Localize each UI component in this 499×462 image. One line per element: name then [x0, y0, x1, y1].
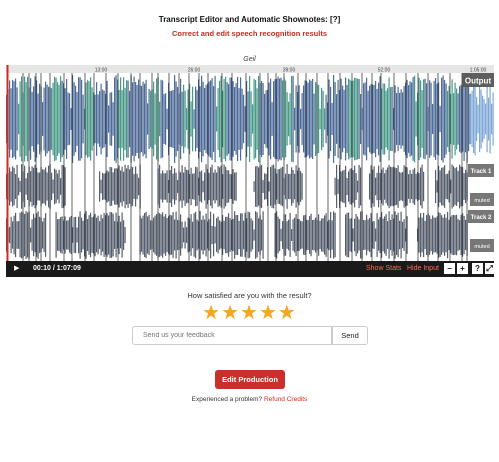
- timeline-tick: 52:00: [378, 68, 391, 74]
- fullscreen-icon[interactable]: ⤢: [485, 263, 494, 274]
- track-2[interactable]: [6, 210, 494, 261]
- track-1-muted-badge[interactable]: muted: [470, 193, 494, 206]
- output-label: Output: [462, 73, 494, 87]
- timeline-tick: 1:05:00: [470, 68, 487, 74]
- page-title: Transcript Editor and Automatic Shownote…: [158, 15, 341, 24]
- star-rating[interactable]: ★★★★★: [202, 302, 297, 324]
- output-track[interactable]: [6, 73, 494, 163]
- zoom-out-icon[interactable]: −: [444, 263, 455, 274]
- cut-markers[interactable]: [22, 73, 468, 261]
- problem-notice: Experienced a problem? Refund Credits: [0, 396, 499, 403]
- track-1-label-text: Track 1: [471, 169, 492, 175]
- player-controls: ▶ 00:10 / 1:07:09 Show Stats Hide Input …: [6, 261, 494, 277]
- edit-production-button[interactable]: Edit Production: [215, 370, 285, 389]
- page-subtitle: Correct and edit speech recognition resu…: [171, 29, 328, 38]
- show-stats-link[interactable]: Show Stats: [366, 265, 402, 272]
- track-2-label: Track 2: [468, 210, 494, 223]
- hide-input-link[interactable]: Hide Input: [407, 265, 439, 272]
- timeline-ruler[interactable]: [6, 65, 494, 73]
- track-2-label-text: Track 2: [471, 215, 492, 221]
- track-1[interactable]: [6, 163, 494, 210]
- send-button[interactable]: Send: [332, 326, 368, 345]
- track-1-muted-text: muted: [474, 198, 489, 204]
- zoom-in-icon[interactable]: +: [457, 263, 468, 274]
- audio-editor[interactable]: 13:00 26:00 39:00 52:00 1:05:00 Output: [6, 65, 494, 277]
- rating-question: How satisfied are you with the result?: [187, 291, 312, 300]
- output-label-text: Output: [465, 77, 492, 86]
- timeline-tick: 13:00: [95, 68, 108, 74]
- track-2-muted-text: muted: [474, 244, 489, 250]
- time-display: 00:10 / 1:07:09: [33, 265, 81, 272]
- refund-credits-link[interactable]: Refund Credits: [263, 396, 308, 403]
- waveform-canvas[interactable]: 13:00 26:00 39:00 52:00 1:05:00 Output: [6, 65, 494, 261]
- play-icon[interactable]: ▶: [14, 265, 20, 272]
- track-1-label: Track 1: [468, 164, 494, 177]
- feedback-input[interactable]: [132, 326, 332, 345]
- timeline-tick: 39:00: [283, 68, 296, 74]
- help-icon[interactable]: ?: [472, 263, 483, 274]
- track-2-muted-badge[interactable]: muted: [470, 239, 494, 252]
- timeline-tick: 26:00: [188, 68, 201, 74]
- problem-text: Experienced a problem?: [191, 396, 263, 403]
- waveform-top-label: Geil: [243, 56, 256, 63]
